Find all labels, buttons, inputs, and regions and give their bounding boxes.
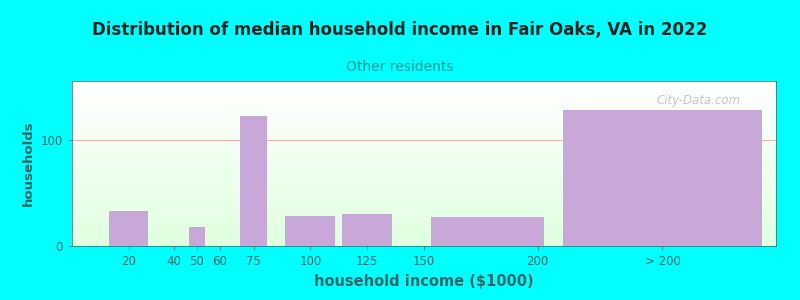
Bar [562, 110, 762, 246]
Bar [286, 216, 335, 246]
Text: City-Data.com: City-Data.com [656, 94, 741, 107]
Bar [110, 211, 148, 246]
Bar [189, 227, 205, 246]
X-axis label: household income ($1000): household income ($1000) [314, 274, 534, 289]
Bar [342, 214, 392, 246]
Bar [431, 217, 544, 246]
Y-axis label: households: households [22, 121, 35, 206]
Text: Other residents: Other residents [346, 60, 454, 74]
Text: Distribution of median household income in Fair Oaks, VA in 2022: Distribution of median household income … [92, 21, 708, 39]
Bar [240, 116, 267, 246]
